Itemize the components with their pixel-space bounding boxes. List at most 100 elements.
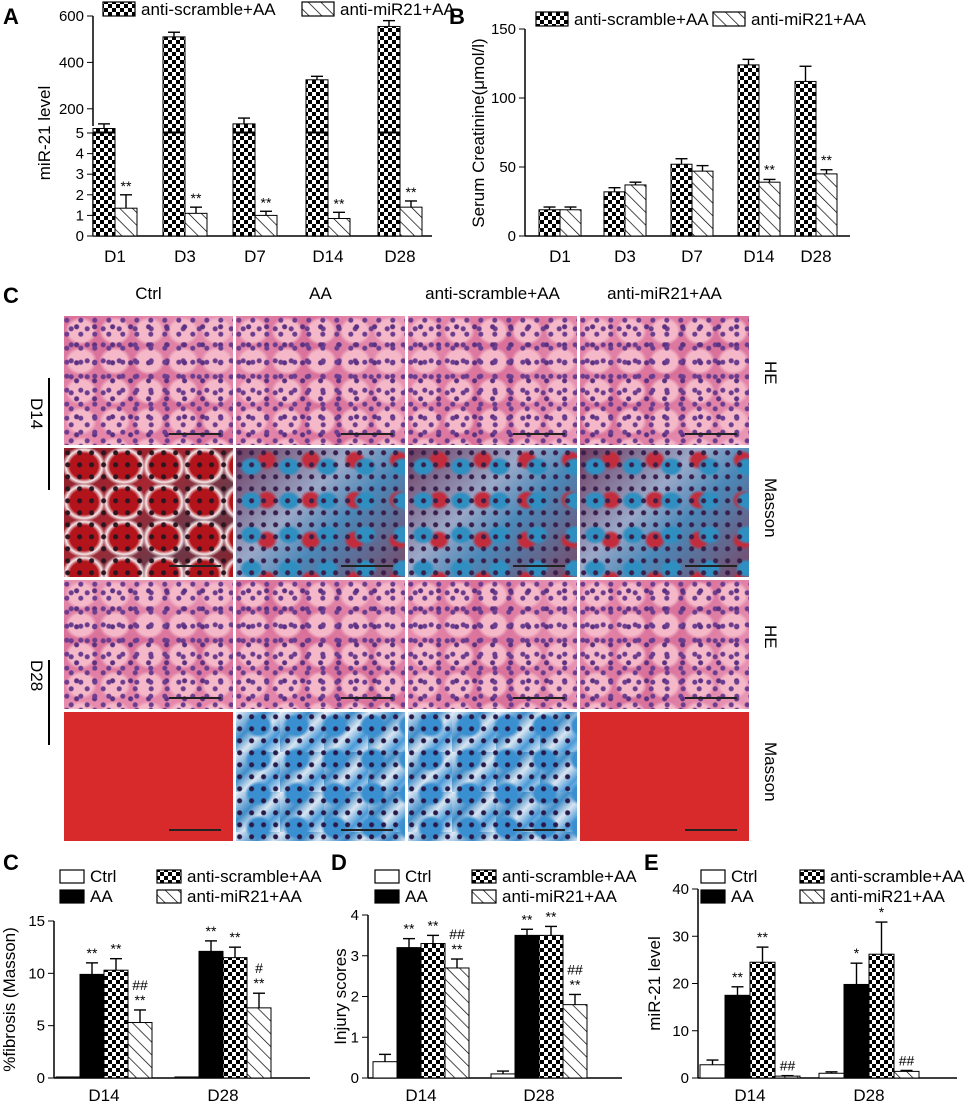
bar-a-scramble-lower [377,132,401,237]
legend-f-label: AA [731,887,754,906]
scale-bar [169,697,221,699]
legend-e-swatch [374,869,400,884]
bar-e [444,967,470,1079]
bar-a-scramble-upper [305,79,329,133]
sig-d: ** [254,975,265,991]
bar-d [79,973,105,1079]
ylabel-e: Injury scores [331,948,350,1044]
legend-d-swatch [59,889,85,904]
legend-d-label: Ctrl [90,867,116,886]
sig-f: ## [899,1052,915,1068]
sig-e: ** [546,908,557,924]
scale-bar [341,697,393,699]
legend-d-label: AA [90,887,113,906]
panel-label-b: B [449,4,465,29]
panel-label-f: E [644,850,659,875]
legend-e-label: anti-scramble+AA [502,867,637,886]
histology-day-label: D14 [27,398,46,430]
sig-f: * [879,904,885,920]
bar-a-anti [254,214,278,237]
histology-image-he-aa [236,580,405,709]
scale-bar [169,565,221,567]
histology-stain-label: Masson [761,478,780,538]
bar-a-scramble-lower [162,132,186,237]
legend-b-anti-swatch [712,11,746,27]
sig-e: ** [404,921,415,937]
xlabel-a: D28 [384,247,415,266]
sig-a: ** [334,195,345,211]
ticklabel-a-upper: 200 [59,101,84,118]
scale-bar [341,565,393,567]
xlabel-b: D28 [800,247,831,266]
panel-label-a: A [3,4,19,29]
sig-f: ## [780,1058,796,1074]
bar-b-anti [815,173,838,237]
legend-d-label: anti-miR21+AA [187,887,302,906]
ticklabel-f: 40 [672,881,689,898]
panel-label-d: C [3,850,19,875]
legend-e-label: Ctrl [405,867,431,886]
histology-image-he-anti-scramble-aa [408,316,577,445]
legend-d-swatch [156,889,182,904]
bar-b-scramble [737,64,760,237]
bar-d [246,1007,272,1079]
bar-f [724,994,751,1079]
bar-d [222,957,248,1079]
bar-d [174,1076,200,1079]
legend-f-swatch [799,889,825,904]
bar-b-scramble [794,80,817,237]
legend-f-label: Ctrl [731,867,757,886]
bar-d [198,950,224,1079]
legend-e-label: AA [405,887,428,906]
ticklabel-d: 10 [28,965,45,982]
sig-a: ** [121,178,132,194]
bar-e [490,1073,516,1079]
xlabel-b: D1 [549,247,571,266]
bar-b-scramble [603,191,626,237]
ticklabel-d: 15 [28,913,45,930]
legend-e-label: anti-miR21+AA [502,887,617,906]
ticklabel-f: 20 [672,976,689,993]
ticklabel-a-upper: 400 [59,54,84,71]
bar-a-scramble-lower [92,132,116,237]
histology-day-bar [48,378,50,490]
ticklabel-a-lower: 2 [76,187,84,204]
bar-b-anti [691,170,714,237]
xlabel-b: D14 [743,247,774,266]
ticklabel-a-lower: 0 [76,228,84,245]
xlabel-b: D7 [681,247,703,266]
bar-d [55,1076,81,1079]
ticklabel-a-lower: 1 [76,207,84,224]
histology-image-masson-aa [236,448,405,577]
bar-d [127,1022,153,1079]
histology-image-masson-ctrl [64,448,233,577]
histology-column-label: anti-scramble+AA [425,284,560,303]
bar-a-scramble-upper [377,25,401,133]
ticklabel-b: 50 [499,159,516,176]
sig-a: ** [406,184,417,200]
bar-b-anti [624,184,647,237]
sig-e: ## [449,926,465,942]
histology-image-he-ctrl [64,316,233,445]
histology-image-masson-anti-scramble-aa [408,448,577,577]
ticklabel-a-lower: 5 [76,125,84,142]
bar-e [420,943,446,1079]
scale-bar [341,829,393,831]
legend-f-label: anti-miR21+AA [830,887,945,906]
sig-d: # [255,960,263,976]
scale-bar [169,433,221,435]
histology-image-he-aa [236,316,405,445]
histology-image-masson-anti-scramble-aa [408,712,577,841]
ticklabel-e: 0 [351,1070,359,1087]
scale-bar [513,565,565,567]
sig-e: ## [567,961,583,977]
ylabel-d: %fibrosis (Masson) [0,927,19,1072]
ticklabel-e: 4 [351,907,359,924]
xlabel-a: D1 [104,247,126,266]
legend-e-swatch [471,889,497,904]
histology-image-he-anti-mir21-aa [580,316,749,445]
panel-label-e: D [331,850,347,875]
ylabel-b: Serum Creatinine(μmol/l) [469,38,488,227]
scale-bar [341,433,393,435]
